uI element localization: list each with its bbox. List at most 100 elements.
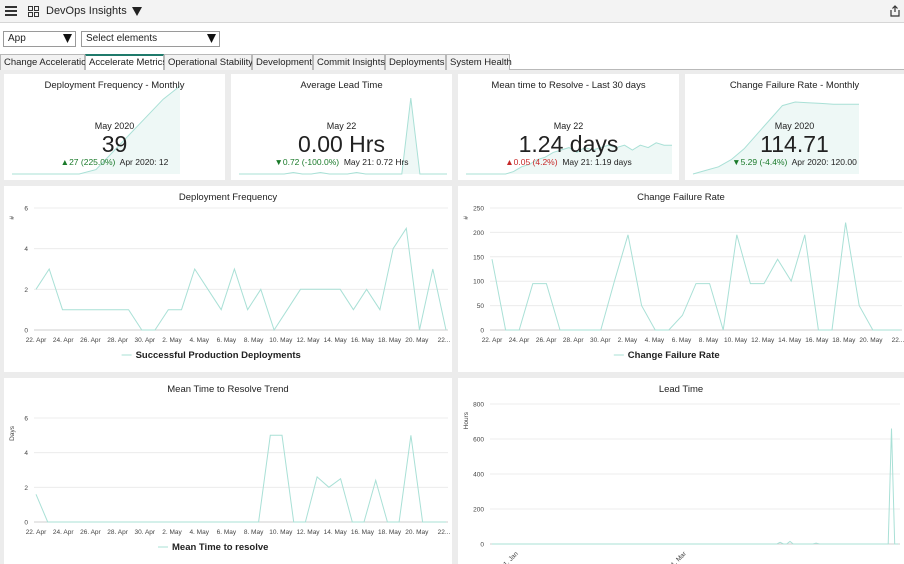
tab-deployments[interactable]: Deployments [385,54,446,70]
kpi-delta-row: ▼5.29 (-4.4%) Apr 2020: 120.00 [685,157,904,167]
x-tick-label: 22... [438,529,451,536]
x-tick-label: 26. Apr [80,337,101,344]
x-tick-label: 8. May [244,529,264,536]
y-tick-label: 100 [473,279,484,286]
kpi-comparison: May 21: 1.19 days [562,157,632,167]
kpi-card-average-lead-time[interactable]: Average Lead Time May 22 0.00 Hrs ▼0.72 … [231,74,452,180]
y-axis-label: Hours [463,411,470,429]
x-tick-label: 4. May [189,337,209,344]
tab-bar: Change Acceleration Accelerate Metrics O… [0,54,904,71]
kpi-delta: 5.29 (-4.4%) [740,157,788,167]
share-icon[interactable] [890,5,900,17]
x-tick-label: 12. May [751,337,775,344]
x-tick-label: 18. May [378,529,402,536]
dropdown-arrow-icon [63,34,72,48]
y-tick-label: 6 [24,206,28,213]
dropdown-arrow-icon [207,34,216,48]
kpi-delta: 0.72 (-100.0%) [282,157,340,167]
kpi-card-mean-time-to-resolve[interactable]: Mean time to Resolve - Last 30 days May … [458,74,679,180]
tab-accelerate-metrics[interactable]: Accelerate Metrics [85,54,167,71]
x-tick-label: 26. Apr [80,529,101,536]
chart-title: Deployment Frequency [179,192,277,203]
y-tick-label: 6 [24,416,28,423]
app-select-value: App [8,33,26,44]
kpi-title: Average Lead Time [300,80,383,91]
x-tick-label: 22. Apr [26,529,47,536]
elements-select[interactable]: Select elements [81,31,220,47]
kpi-delta-row: ▼0.72 (-100.0%) May 21: 0.72 Hrs [231,157,452,167]
sparkline-chart [239,97,447,175]
caret-down-icon[interactable] [131,6,142,16]
tab-commit-insights[interactable]: Commit Insights [313,54,385,70]
tab-system-health[interactable]: System Health [446,54,512,70]
sparkline-line [12,85,181,175]
arrow-up-icon: ▲ [505,157,514,167]
y-tick-label: 0 [480,542,484,549]
grid-icon[interactable] [26,4,40,18]
kpi-period: May 22 [326,121,357,131]
x-tick-label: 6. May [217,337,237,344]
kpi-card-change-failure-rate[interactable]: Change Failure Rate - Monthly May 2020 1… [685,74,904,180]
x-tick-label: 20. May [405,337,429,344]
series-line [491,222,900,331]
tab-development[interactable]: Development [252,54,313,70]
x-tick-label: 28. Apr [107,337,128,344]
legend-label: Successful Production Deployments [136,350,301,361]
x-tick-label: 22... [438,337,451,344]
kpi-card-deployment-frequency[interactable]: Deployment Frequency - Monthly May 2020 … [4,74,225,180]
x-tick-label: 1. Jan [502,550,520,564]
chart-card-lead-time: Lead Time Hours 0 200 400 600 800 1. Jan 1. Mar [458,378,904,564]
filter-bar: App Select elements [0,23,904,54]
x-tick-label: 26. Apr [536,337,557,344]
kpi-delta: 0.05 (4.2%) [513,157,558,167]
x-tick-label: 14. May [324,529,348,536]
series-line [35,226,447,332]
x-tick-label: 10. May [724,337,748,344]
x-tick-label: 2. May [618,337,638,344]
x-tick-label: 1. Mar [670,550,689,564]
y-tick-label: 400 [473,472,484,479]
x-tick-label: 24. Apr [53,337,74,344]
y-tick-label: 4 [24,246,28,253]
app-title: DevOps Insights [46,5,127,17]
kpi-comparison: May 21: 0.72 Hrs [343,157,409,167]
x-tick-label: 10. May [269,337,293,344]
legend-label: Change Failure Rate [628,350,720,361]
x-tick-label: 6. May [672,337,692,344]
y-tick-label: 0 [480,328,484,335]
x-tick-label: 28. Apr [563,337,584,344]
y-tick-label: 150 [473,254,484,261]
x-tick-label: 30. Apr [134,529,155,536]
x-tick-label: 22. Apr [482,337,503,344]
x-tick-label: 8. May [244,337,264,344]
kpi-period: May 2020 [94,121,135,131]
y-axis-label: Days [9,425,16,441]
arrow-down-icon: ▼ [732,157,741,167]
sparkline-chart [12,85,181,175]
y-tick-label: 50 [477,303,485,310]
kpi-value: 0.00 Hrs [298,131,385,157]
arrow-up-icon: ▲ [60,157,70,167]
x-tick-label: 14. May [778,337,802,344]
kpi-delta: 27 (225.0%) [69,157,116,167]
app-select[interactable]: App [3,31,76,47]
x-tick-label: 18. May [832,337,856,344]
lead-time-chart: Lead Time Hours 0 200 400 600 800 1. Jan 1. Mar [463,384,900,564]
x-tick-label: 30. Apr [590,337,611,344]
legend-label: Mean Time to resolve [172,542,268,553]
x-tick-label: 16. May [351,337,375,344]
chart-title: Lead Time [659,384,703,395]
x-tick-label: 2. May [162,529,182,536]
chart-card-deployment-frequency: Deployment Frequency #0 2 4 6 22. Apr 24. Apr 2… [4,186,452,372]
tab-operational-stability[interactable]: Operational Stability [164,54,253,70]
x-tick-label: 4. May [189,529,209,536]
x-tick-label: 12. May [296,529,320,536]
y-axis-label: # [9,216,16,220]
hamburger-menu-icon[interactable] [4,4,18,18]
y-tick-label: 250 [473,206,484,213]
kpi-title: Change Failure Rate - Monthly [729,80,860,91]
x-tick-label: 20. May [859,337,883,344]
tab-change-acceleration[interactable]: Change Acceleration [0,54,92,70]
sparkline-area [693,102,859,174]
x-tick-label: 6. May [217,529,237,536]
